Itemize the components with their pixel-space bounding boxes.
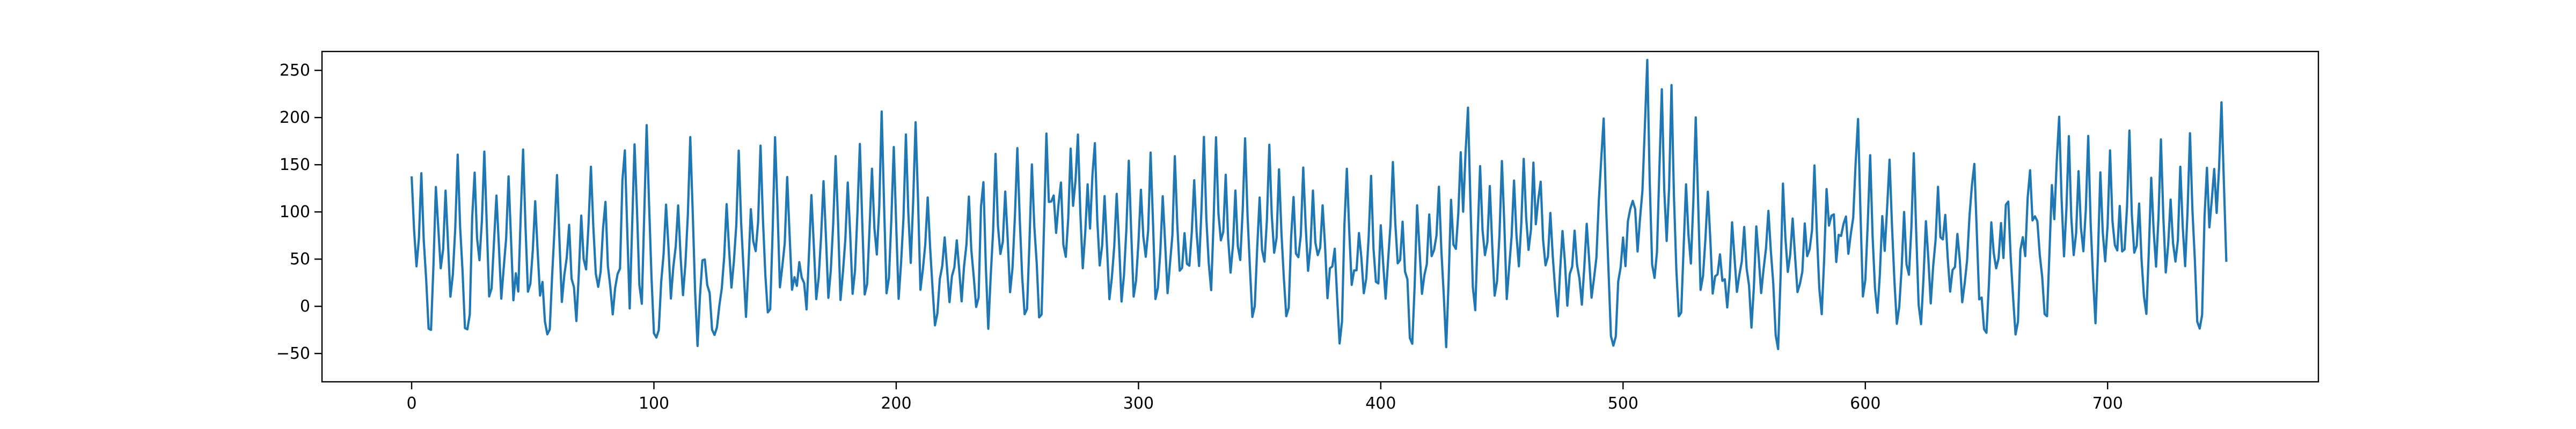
y-tick-label: 250 xyxy=(280,61,310,80)
x-tick-label: 200 xyxy=(881,394,911,413)
x-tick-label: 100 xyxy=(639,394,669,413)
y-tick-label: 100 xyxy=(280,203,310,221)
x-tick-label: 600 xyxy=(1850,394,1880,413)
y-tick-label: 200 xyxy=(280,108,310,127)
y-tick-label: 150 xyxy=(280,156,310,174)
y-axis: −50 0 50 100 150 200 250 xyxy=(276,61,322,363)
x-tick-label: 500 xyxy=(1608,394,1638,413)
x-tick-label: 0 xyxy=(406,394,416,413)
x-tick-label: 700 xyxy=(2092,394,2123,413)
plot-frame xyxy=(321,50,2319,383)
y-tick-label: −50 xyxy=(276,344,310,363)
x-tick-label: 300 xyxy=(1123,394,1154,413)
series-line-0 xyxy=(410,58,2228,351)
x-tick-label: 400 xyxy=(1365,394,1396,413)
x-axis: 0 100 200 300 400 500 600 700 xyxy=(406,382,2123,413)
series-layer xyxy=(410,58,2228,351)
y-tick-label: 50 xyxy=(290,250,310,269)
y-tick-label: 0 xyxy=(300,297,310,316)
